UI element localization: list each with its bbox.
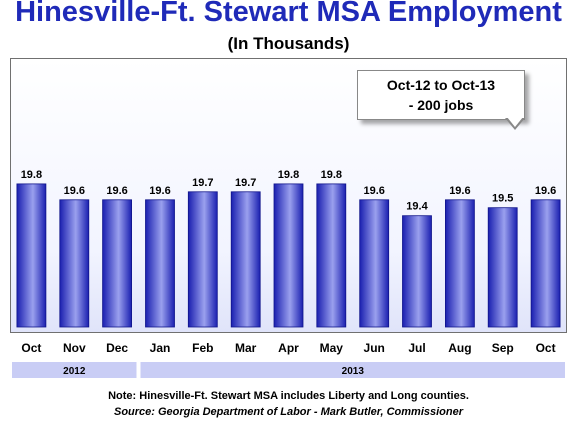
month-tick-label: Nov: [63, 341, 86, 355]
bar-oct-12: [530, 199, 561, 328]
month-tick-label: Jun: [364, 341, 385, 355]
bar-value-label: 19.7: [192, 177, 213, 189]
chart-title: Hinesville-Ft. Stewart MSA Employment: [15, 0, 562, 28]
annotation-callout-tail-fill: [507, 117, 523, 127]
bar-apr-6: [273, 183, 304, 328]
footer-source: Source: Georgia Department of Labor - Ma…: [113, 406, 463, 418]
bar-may-7: [316, 183, 347, 328]
bar-aug-10: [444, 199, 475, 328]
bar-nov-1: [59, 199, 90, 328]
bar-jul-9: [402, 215, 432, 328]
year-band-2012: [12, 362, 137, 378]
annotation-callout: Oct-12 to Oct-13 - 200 jobs: [357, 70, 525, 120]
month-tick-label: Dec: [106, 341, 128, 355]
bar-value-label: 19.8: [321, 169, 342, 181]
bar-value-label: 19.6: [106, 185, 127, 197]
bar-value-label: 19.6: [64, 185, 85, 197]
chart-subtitle: (In Thousands): [227, 34, 350, 53]
bar-sep-11: [487, 207, 518, 328]
bar-value-label: 19.8: [21, 169, 42, 181]
bar-value-label: 19.6: [363, 185, 384, 197]
month-tick-label: Feb: [192, 341, 213, 355]
bar-value-label: 19.5: [492, 193, 513, 205]
month-tick-label: Apr: [278, 341, 299, 355]
month-tick-label: Jan: [150, 341, 171, 355]
month-tick-label: May: [320, 341, 344, 355]
month-tick-label: Jul: [408, 341, 425, 355]
month-tick-label: Mar: [235, 341, 257, 355]
bar-value-label: 19.6: [449, 185, 470, 197]
year-band-label: 2013: [342, 366, 365, 377]
bar-feb-4: [187, 191, 218, 328]
year-band-label: 2012: [63, 366, 86, 377]
bar-jun-8: [359, 199, 390, 328]
month-tick-label: Oct: [21, 341, 41, 355]
bar-mar-5: [230, 191, 261, 328]
bar-value-label: 19.4: [406, 201, 428, 213]
year-band-2013: [140, 362, 565, 378]
footer-note: Note: Hinesville-Ft. Stewart MSA include…: [108, 390, 469, 402]
annotation-line-1: Oct-12 to Oct-13: [386, 77, 496, 93]
month-tick-label: Sep: [492, 341, 514, 355]
bar-jan-3: [145, 199, 175, 328]
bar-value-label: 19.8: [278, 169, 299, 181]
month-tick-label: Aug: [448, 341, 471, 355]
annotation-line-2: - 200 jobs: [408, 97, 474, 113]
bar-value-label: 19.7: [235, 177, 256, 189]
bar-dec-2: [102, 199, 132, 328]
bar-value-label: 19.6: [149, 185, 170, 197]
month-tick-label: Oct: [536, 341, 556, 355]
bar-value-label: 19.6: [535, 185, 556, 197]
bar-oct-0: [16, 183, 47, 328]
